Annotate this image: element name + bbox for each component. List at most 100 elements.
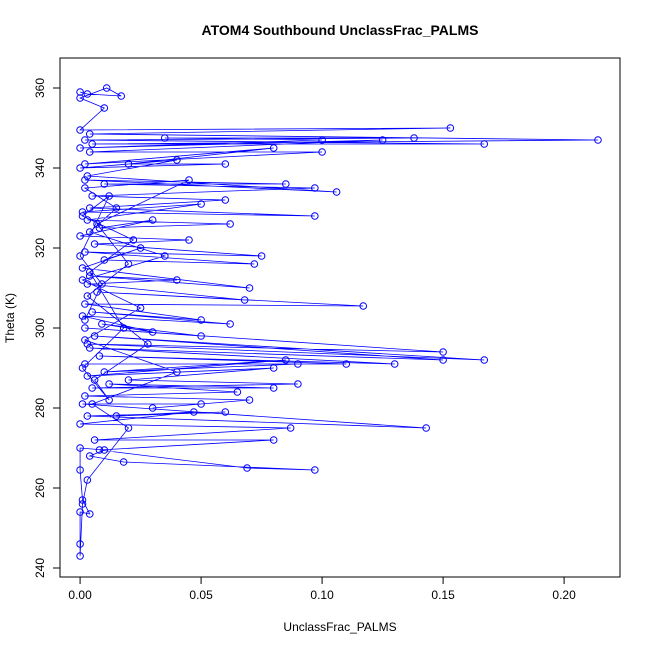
point <box>359 302 368 310</box>
y-tick-label: 280 <box>33 398 47 418</box>
point <box>422 424 430 432</box>
y-tick-label: 360 <box>33 78 47 98</box>
point <box>88 384 96 392</box>
point <box>85 228 94 236</box>
point <box>83 340 92 348</box>
point <box>100 368 109 376</box>
point <box>226 220 234 228</box>
point <box>269 384 278 392</box>
point <box>83 412 92 420</box>
point <box>197 332 205 340</box>
point <box>269 144 278 152</box>
x-tick-label: 0.15 <box>431 588 455 602</box>
point <box>95 224 104 232</box>
point <box>102 84 111 92</box>
point <box>269 364 278 372</box>
point <box>81 324 89 332</box>
point <box>85 130 94 138</box>
point <box>294 380 302 388</box>
point <box>81 248 89 256</box>
point <box>136 304 145 312</box>
point <box>76 420 84 428</box>
point <box>85 344 94 352</box>
point <box>76 94 84 102</box>
y-tick-label: 260 <box>33 478 47 498</box>
point <box>117 92 126 100</box>
point <box>185 236 193 244</box>
point <box>76 126 84 134</box>
point <box>85 268 94 276</box>
point <box>81 316 89 324</box>
point <box>90 240 99 248</box>
point <box>78 364 87 372</box>
point <box>93 220 101 228</box>
point <box>160 134 169 142</box>
point <box>136 244 145 252</box>
point <box>311 212 319 220</box>
point <box>124 160 133 168</box>
point <box>83 216 92 224</box>
point <box>226 320 234 328</box>
point <box>221 160 230 168</box>
point <box>88 192 96 200</box>
point <box>100 180 109 188</box>
point <box>81 336 89 344</box>
point <box>378 136 387 144</box>
point <box>78 212 87 220</box>
point <box>243 464 251 472</box>
point <box>112 412 121 420</box>
point <box>78 208 87 216</box>
point <box>81 176 89 184</box>
point <box>124 376 133 384</box>
chart-title: ATOM4 Southbound UnclassFrac_PALMS <box>202 22 479 38</box>
point <box>100 104 109 112</box>
point <box>85 148 94 156</box>
point <box>240 296 249 304</box>
point <box>480 140 489 148</box>
y-axis-label: Theta (K) <box>3 293 17 343</box>
point <box>173 156 181 164</box>
x-tick-label: 0.10 <box>310 588 334 602</box>
point <box>105 192 113 200</box>
point <box>318 136 326 144</box>
point <box>100 256 109 264</box>
point <box>105 380 113 388</box>
point <box>78 264 87 272</box>
point <box>311 184 319 192</box>
point <box>148 328 157 336</box>
point <box>410 134 418 142</box>
point <box>439 356 447 364</box>
point <box>98 320 106 328</box>
y-tick-label: 240 <box>33 558 47 578</box>
point <box>93 288 101 296</box>
point <box>119 324 128 332</box>
point <box>95 352 104 360</box>
point <box>81 160 89 168</box>
point <box>185 176 193 184</box>
point <box>390 360 399 368</box>
point <box>439 348 447 356</box>
point <box>245 396 254 404</box>
point <box>105 396 113 404</box>
point <box>81 360 89 368</box>
point <box>90 436 99 444</box>
x-tick-label: 0.00 <box>68 588 92 602</box>
plot-frame <box>59 57 621 578</box>
point <box>144 340 152 348</box>
x-axis-label: UnclassFrac_PALMS <box>283 620 396 634</box>
point <box>83 90 92 98</box>
point <box>245 284 254 292</box>
point <box>78 500 87 508</box>
point <box>83 280 92 288</box>
point <box>197 400 205 408</box>
point <box>124 260 133 268</box>
point <box>250 260 259 268</box>
point <box>76 144 84 152</box>
point <box>85 272 94 280</box>
point <box>100 446 109 454</box>
point <box>124 424 133 432</box>
point <box>129 236 138 244</box>
point <box>83 476 92 484</box>
x-tick-label: 0.05 <box>189 588 213 602</box>
